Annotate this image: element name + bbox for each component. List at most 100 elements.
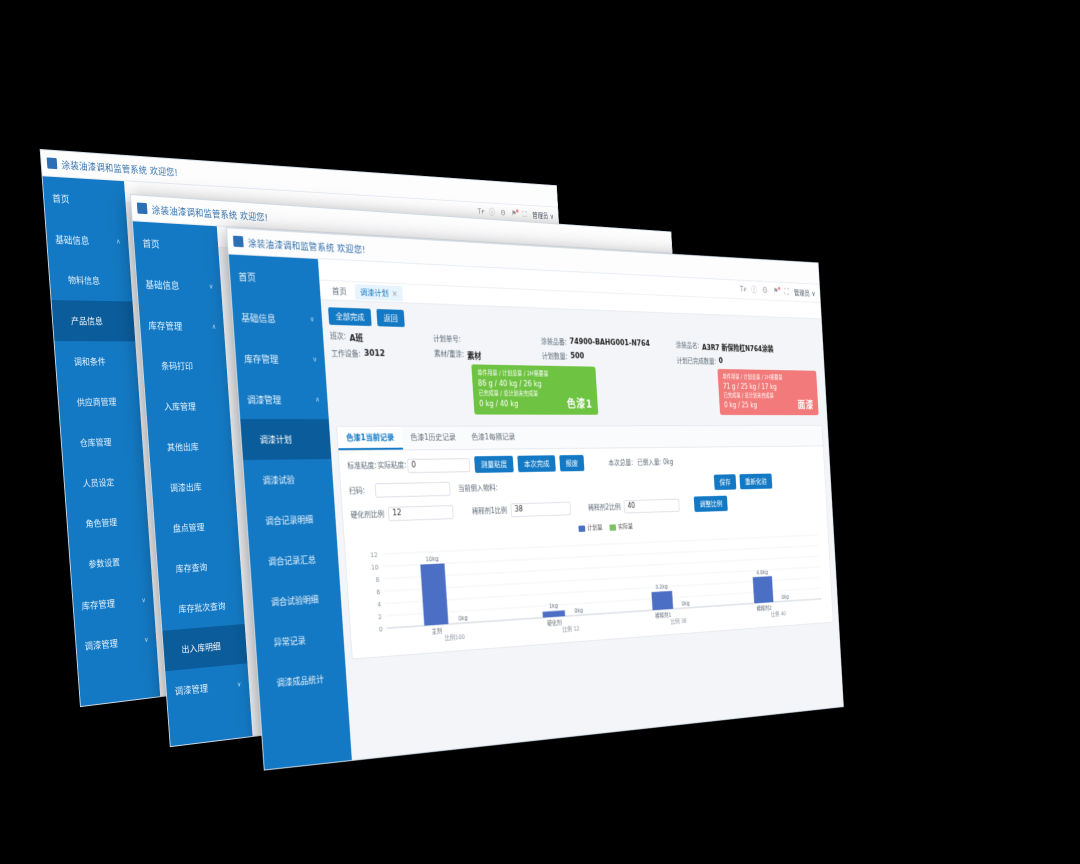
sidebar-item-1[interactable]: 基础信息 ∨ <box>232 296 324 339</box>
y-axis-tick: 2 <box>378 613 382 621</box>
sidebar-item-1[interactable]: 基础信息 ∧ <box>46 218 130 262</box>
bar-value-label: 0kg <box>458 615 468 622</box>
y-axis-tick: 0 <box>379 625 383 633</box>
sidebar-item-8[interactable]: 库存查询 <box>156 545 241 590</box>
fullscreen-icon[interactable]: ⛶ <box>784 287 789 296</box>
sidebar-item-label: 调漆管理 <box>174 683 209 698</box>
sidebar-item-label: 调漆计划 <box>259 435 293 446</box>
x-axis-category: 硬化剂 <box>547 619 562 628</box>
sidebar-item-2[interactable]: 库存管理 ∧ <box>139 304 225 347</box>
app-logo-icon <box>46 157 58 170</box>
notification-bell-icon[interactable]: ⚑ <box>772 286 781 296</box>
legend-swatch <box>609 523 617 531</box>
scrap-button[interactable]: 报废 <box>559 454 585 472</box>
translate-icon[interactable]: Tғ <box>739 285 748 295</box>
sidebar-item-6[interactable]: 调漆出库 <box>151 466 237 509</box>
theme-shirt-icon[interactable]: Θ <box>500 208 506 218</box>
notification-badge <box>777 286 781 290</box>
hardener-ratio-input[interactable] <box>387 504 454 521</box>
act-viscosity-label: 实际粘度: <box>377 461 407 471</box>
notification-bell-icon[interactable]: ⚑ <box>511 208 519 219</box>
chevron-icon: ∨ <box>143 635 149 644</box>
sidebar-item-2[interactable]: 物料信息 <box>49 259 133 302</box>
help-circle-icon[interactable]: ⓘ <box>750 285 758 295</box>
record-tab-0[interactable]: 色漆1当前记录 <box>336 426 404 451</box>
sidebar-item-5[interactable]: 供应商管理 <box>57 381 140 423</box>
close-icon[interactable]: × <box>391 289 398 298</box>
tab-1[interactable]: 调漆计划 × <box>354 283 403 301</box>
done-qty-label: 计划已完成数量: <box>676 356 717 366</box>
sidebar-item-label: 产品信息 <box>70 317 104 328</box>
sidebar-item-6[interactable]: 调合记录明细 <box>246 499 337 542</box>
sidebar-item-8[interactable]: 角色管理 <box>66 500 149 545</box>
bar[interactable] <box>651 590 674 611</box>
sidebar-item-5[interactable]: 其他出库 <box>148 426 234 468</box>
sidebar-item-5[interactable]: 调漆试验 <box>243 459 334 501</box>
sidebar-item-9[interactable]: 库存批次查询 <box>159 585 244 631</box>
sidebar-item-4[interactable]: 调漆计划 <box>240 419 332 461</box>
app-title: 涂装油漆调和监管系统 欢迎您! <box>247 237 366 256</box>
complete-all-button[interactable]: 全部完成 <box>328 307 372 327</box>
tab-0[interactable]: 首页 <box>326 282 352 299</box>
paint-name-value: A3R7 新保险杠N764涂装 <box>701 343 774 355</box>
sidebar-item-4[interactable]: 调和条件 <box>54 341 138 382</box>
record-tab-1[interactable]: 色漆1历史记录 <box>410 433 457 443</box>
reweigh-button[interactable]: 重新化验 <box>739 473 773 490</box>
sidebar-item-label: 调和条件 <box>73 357 107 368</box>
sidebar-item-6[interactable]: 仓库管理 <box>60 421 143 464</box>
help-circle-icon[interactable]: ⓘ <box>488 208 496 217</box>
sidebar-item-9[interactable]: 异常记录 <box>254 618 344 664</box>
sidebar-item-0[interactable]: 首页 <box>43 176 127 221</box>
sidebar-item-2[interactable]: 库存管理 ∨ <box>235 337 327 379</box>
back-button[interactable]: 返回 <box>376 308 405 328</box>
translate-icon[interactable]: Tғ <box>477 207 486 217</box>
sidebar-item-3[interactable]: 条码打印 <box>142 345 228 386</box>
sidebar-item-7[interactable]: 调合记录汇总 <box>249 538 340 582</box>
save-button[interactable]: 保存 <box>713 474 737 491</box>
sidebar-item-label: 库存管理 <box>81 598 116 613</box>
user-menu[interactable]: 管理员 ∨ <box>532 211 555 222</box>
record-tab-2[interactable]: 色漆1每隔记录 <box>471 432 516 443</box>
sidebar-item-7[interactable]: 盘点管理 <box>154 506 240 550</box>
adjust-ratio-button[interactable]: 调整比例 <box>693 495 728 513</box>
info-group-shift: 班次: A班 工作设备: 3012 <box>330 331 424 361</box>
paint-card-0: 单件用量 / 计划总量 / 2H需要量 86 g / 40 kg / 26 kg 已… <box>471 364 599 415</box>
finish-current-button[interactable]: 本次完成 <box>517 455 556 473</box>
bar-value-label: 10kg <box>425 556 438 563</box>
shift-value: A班 <box>349 334 364 345</box>
scan-input[interactable] <box>374 481 451 498</box>
bar[interactable] <box>420 563 449 626</box>
paint-code-value: 74900-BAHG001-N764 <box>569 337 651 349</box>
sidebar-item-0[interactable]: 首页 <box>133 221 220 266</box>
sidebar-item-10[interactable]: 调漆成品统计 <box>257 657 347 704</box>
shift-label: 班次: <box>329 331 347 341</box>
sidebar-item-4[interactable]: 入库管理 <box>145 386 231 427</box>
thinner2-ratio-input[interactable] <box>623 498 680 514</box>
sidebar-item-11[interactable]: 调漆管理 ∨ <box>75 619 157 667</box>
theme-shirt-icon[interactable]: Θ <box>762 286 768 296</box>
sidebar-item-11[interactable]: 调漆管理 ∨ <box>165 663 250 711</box>
sidebar-item-label: 调漆成品统计 <box>276 675 325 690</box>
legend-item-1[interactable]: 实际量 <box>609 522 633 532</box>
sidebar-item-8[interactable]: 调合试验明细 <box>252 578 343 623</box>
fullscreen-icon[interactable]: ⛶ <box>522 210 527 219</box>
window-front[interactable]: 涂装油漆调和监管系统 欢迎您! 首页 基础信息 ∨ 库存管理 ∨ 调漆管理 ∧ 调漆计划调漆试… <box>225 227 844 771</box>
sidebar-item-0[interactable]: 首页 <box>229 254 321 299</box>
act-viscosity-input[interactable] <box>406 457 471 473</box>
plan-qty-label: 计划数量: <box>541 352 568 361</box>
app-logo-icon <box>232 235 244 248</box>
thinner1-ratio-input[interactable] <box>510 501 572 517</box>
plan-no-label: 计划单号: <box>432 334 462 344</box>
measure-viscosity-button[interactable]: 测量粘度 <box>474 455 514 473</box>
sidebar-item-3[interactable]: 调漆管理 ∧ <box>237 378 328 419</box>
user-menu[interactable]: 管理员 ∨ <box>793 288 816 299</box>
material-value: 素材 <box>466 352 482 362</box>
sidebar-item-label: 调漆管理 <box>246 394 282 406</box>
sidebar-item-3[interactable]: 产品信息 <box>51 300 136 342</box>
legend-item-0[interactable]: 计划量 <box>578 523 603 533</box>
sidebar-item-1[interactable]: 基础信息 ∨ <box>136 263 223 307</box>
sidebar-item-9[interactable]: 参数设置 <box>69 540 152 586</box>
bar[interactable] <box>752 576 774 604</box>
sidebar-item-7[interactable]: 人员设定 <box>63 461 146 505</box>
sidebar-item-label: 调漆出库 <box>169 483 202 495</box>
